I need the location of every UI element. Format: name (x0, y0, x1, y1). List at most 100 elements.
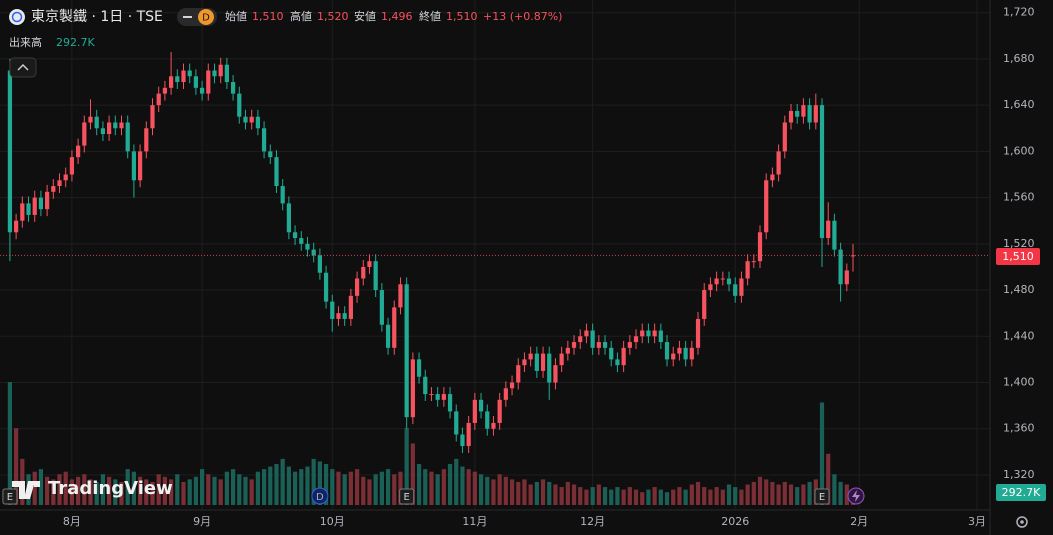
volume-bar (193, 476, 198, 505)
volume-bar (801, 484, 806, 505)
volume-bar (137, 476, 143, 505)
candle-body (807, 105, 812, 123)
volume-bar (770, 481, 775, 505)
volume-bar (640, 492, 645, 505)
candle-body (292, 232, 298, 239)
volume-bar (683, 489, 688, 505)
toggle-dash (183, 16, 192, 18)
candle-body (565, 347, 570, 354)
candle-body (317, 255, 322, 273)
candle-body (429, 394, 434, 396)
candle-body (460, 434, 465, 447)
candle-body (193, 76, 198, 88)
volume-bar (423, 469, 428, 505)
volume-bar (113, 479, 118, 505)
volume-bar (255, 471, 260, 505)
volume-bar (571, 484, 577, 505)
candle-body (757, 232, 763, 262)
event-marker[interactable] (311, 487, 329, 505)
y-tick-label: 1,360 (1003, 422, 1035, 435)
event-marker[interactable] (814, 488, 830, 505)
legend-value: 1,496 (381, 10, 413, 23)
candle-body (237, 93, 242, 117)
volume-bar (181, 481, 186, 505)
candle-body (187, 70, 192, 77)
candle-body (627, 342, 632, 348)
volume-bar (553, 484, 558, 505)
volume-bar (416, 464, 422, 505)
candle-body (652, 330, 657, 337)
legend-value: 1,510 (252, 10, 284, 23)
volume-bar (447, 464, 453, 505)
volume-bar (150, 481, 155, 505)
candle-body (342, 313, 347, 319)
candle-body (168, 76, 174, 88)
legend-value: 1,520 (317, 10, 349, 23)
volume-bar (516, 481, 521, 505)
candle-body (243, 116, 248, 123)
volume-bar (720, 489, 725, 505)
candle-body (497, 399, 502, 423)
volume-bar (261, 469, 267, 505)
volume-bar (472, 471, 477, 505)
y-tick-label: 1,320 (1003, 468, 1035, 481)
legend-value: 1,510 (446, 10, 478, 23)
volume-bar (844, 484, 849, 505)
candle-body (609, 347, 614, 360)
settings-icon[interactable] (1016, 516, 1028, 528)
volume-bar (534, 481, 539, 505)
candle-body (131, 151, 137, 181)
volume-bar (404, 428, 409, 505)
candle-body (348, 295, 353, 319)
candle-body (435, 394, 440, 400)
volume-bar (478, 474, 484, 505)
volume-bar (373, 474, 378, 505)
candle-body (850, 255, 856, 257)
volume-bar (664, 492, 670, 505)
x-tick-label: 11月 (462, 515, 487, 528)
candle-body (249, 116, 254, 123)
candle-body (125, 122, 130, 152)
volume-bar (392, 474, 397, 505)
candle-body (702, 290, 707, 319)
ohlc-legend: 始値 1,510 高値 1,520 安値 1,496 終値 1,510 (225, 9, 478, 23)
last-volume: 292.7K (1002, 486, 1041, 499)
candle-body (38, 197, 44, 210)
event-marker[interactable] (2, 488, 18, 505)
candle-body (819, 105, 825, 239)
volume-bar (175, 474, 180, 505)
candle-body (472, 399, 477, 423)
volume-bar (441, 469, 446, 505)
collapse-button[interactable] (9, 57, 37, 78)
symbol-title: 東京製鐵 · 1日 · TSE (31, 8, 163, 25)
candle-body (801, 105, 806, 117)
candles (0, 52, 990, 453)
volume-bar (547, 481, 552, 505)
event-marker[interactable] (399, 488, 415, 505)
volume-bar (144, 479, 149, 505)
candle-body (144, 128, 149, 152)
candle-body (658, 330, 663, 343)
volume-bar (615, 487, 620, 505)
candle-body (119, 122, 124, 129)
candle-body (441, 394, 446, 400)
candle-body (14, 220, 19, 233)
y-tick-label: 1,720 (1003, 6, 1035, 19)
volume-bar (38, 469, 44, 505)
volume-bar (739, 489, 744, 505)
candle-body (844, 270, 849, 285)
candle-body (156, 93, 161, 106)
candle-body (720, 278, 725, 280)
candle-body (280, 186, 285, 204)
candle-body (305, 243, 310, 250)
collapse-icon (17, 64, 29, 71)
candle-body (261, 128, 267, 152)
volume-bar (807, 481, 812, 505)
volume-bar (621, 489, 626, 505)
candle-body (26, 203, 31, 215)
candle-body (94, 116, 99, 129)
candle-body (398, 284, 403, 308)
volume-bar (826, 453, 831, 505)
